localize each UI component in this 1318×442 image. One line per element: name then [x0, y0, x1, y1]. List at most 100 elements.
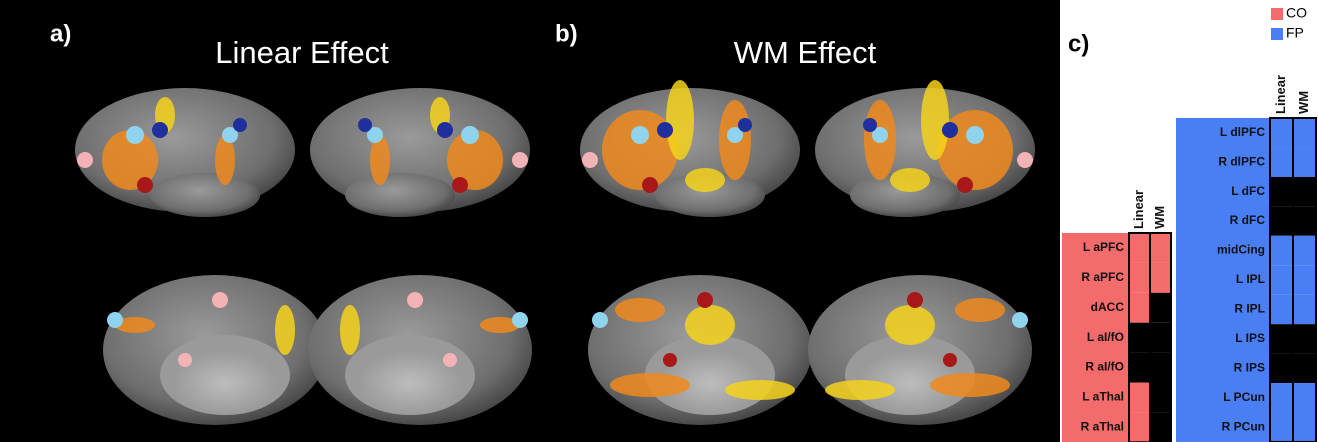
roi-sphere: [461, 126, 479, 144]
roi-sphere: [512, 312, 528, 328]
effect-cell: [1293, 413, 1316, 442]
panel-label: b): [555, 20, 578, 47]
effect-cell: [1129, 412, 1150, 442]
panel-label: c): [1068, 30, 1089, 57]
activation: [930, 373, 1010, 397]
activation: [615, 298, 665, 322]
region-label: R dFC: [1230, 213, 1266, 227]
roi-sphere: [582, 152, 598, 168]
effect-cell: [1270, 354, 1293, 383]
effect-cell: [1150, 323, 1171, 353]
activation: [725, 380, 795, 400]
column-header: WM: [1296, 91, 1311, 114]
region-label: R aI/fO: [1085, 360, 1124, 374]
legend-swatch: [1271, 8, 1283, 20]
region-label: midCing: [1217, 243, 1265, 257]
region-label: L aPFC: [1083, 240, 1124, 254]
column-header: WM: [1152, 206, 1167, 229]
roi-sphere: [942, 122, 958, 138]
roi-sphere: [407, 292, 423, 308]
brain: [345, 335, 475, 415]
effect-cell: [1150, 353, 1171, 383]
roi-sphere: [126, 126, 144, 144]
effect-cell: [1293, 206, 1316, 235]
roi-sphere: [512, 152, 528, 168]
column-header: Linear: [1273, 75, 1288, 114]
roi-sphere: [178, 353, 192, 367]
effect-cell: [1293, 118, 1316, 147]
activation: [275, 305, 295, 355]
effect-cell: [1129, 233, 1150, 263]
effect-cell: [1270, 206, 1293, 235]
activation: [890, 168, 930, 192]
legend-swatch: [1271, 28, 1283, 40]
roi-sphere: [437, 122, 453, 138]
roi-sphere: [233, 118, 247, 132]
effect-cell: [1270, 383, 1293, 412]
effect-cell: [1129, 353, 1150, 383]
region-label: R aPFC: [1081, 270, 1124, 284]
brain: [345, 173, 455, 217]
activation: [666, 80, 694, 160]
panel-title: WM Effect: [734, 35, 877, 70]
roi-sphere: [907, 292, 923, 308]
region-label: dACC: [1091, 300, 1125, 314]
effect-cell: [1293, 236, 1316, 265]
effect-cell: [1293, 147, 1316, 176]
roi-sphere: [592, 312, 608, 328]
roi-sphere: [863, 118, 877, 132]
activation: [955, 298, 1005, 322]
region-label: R PCun: [1222, 419, 1265, 433]
roi-sphere: [957, 177, 973, 193]
effect-cell: [1293, 354, 1316, 383]
roi-sphere: [212, 292, 228, 308]
region-label: L dlPFC: [1220, 125, 1265, 139]
effect-cell: [1293, 295, 1316, 324]
effect-cell: [1293, 324, 1316, 353]
roi-sphere: [137, 177, 153, 193]
roi-sphere: [966, 126, 984, 144]
roi-sphere: [943, 353, 957, 367]
effect-cell: [1270, 324, 1293, 353]
roi-sphere: [152, 122, 168, 138]
effect-cell: [1150, 263, 1171, 293]
roi-sphere: [1012, 312, 1028, 328]
activation: [685, 168, 725, 192]
effect-cell: [1129, 323, 1150, 353]
region-label: L dFC: [1231, 184, 1265, 198]
roi-sphere: [1017, 152, 1033, 168]
roi-sphere: [631, 126, 649, 144]
figure: a) Linear Effect b) WM Effect c) COFPL a…: [0, 0, 1318, 442]
roi-sphere: [358, 118, 372, 132]
effect-cell: [1150, 293, 1171, 323]
roi-sphere: [107, 312, 123, 328]
effect-cell: [1270, 118, 1293, 147]
effect-cell: [1270, 147, 1293, 176]
legend-label: CO: [1286, 5, 1307, 21]
region-label: L aI/fO: [1087, 330, 1124, 344]
roi-sphere: [657, 122, 673, 138]
effect-cell: [1129, 293, 1150, 323]
region-label: L IPL: [1236, 272, 1265, 286]
roi-sphere: [738, 118, 752, 132]
effect-cell: [1270, 413, 1293, 442]
effect-cell: [1293, 177, 1316, 206]
effect-cell: [1129, 383, 1150, 413]
column-header: Linear: [1131, 190, 1146, 229]
activation: [610, 373, 690, 397]
effect-cell: [1150, 383, 1171, 413]
roi-sphere: [452, 177, 468, 193]
panel-title: Linear Effect: [215, 35, 389, 70]
effect-cell: [1150, 233, 1171, 263]
effect-cell: [1293, 265, 1316, 294]
region-label: L IPS: [1235, 331, 1265, 345]
effect-cell: [1270, 295, 1293, 324]
roi-sphere: [443, 353, 457, 367]
legend-label: FP: [1286, 25, 1304, 41]
roi-sphere: [663, 353, 677, 367]
roi-sphere: [642, 177, 658, 193]
activation: [885, 305, 935, 345]
roi-sphere: [77, 152, 93, 168]
region-label: L PCun: [1223, 390, 1265, 404]
effect-cell: [1270, 177, 1293, 206]
